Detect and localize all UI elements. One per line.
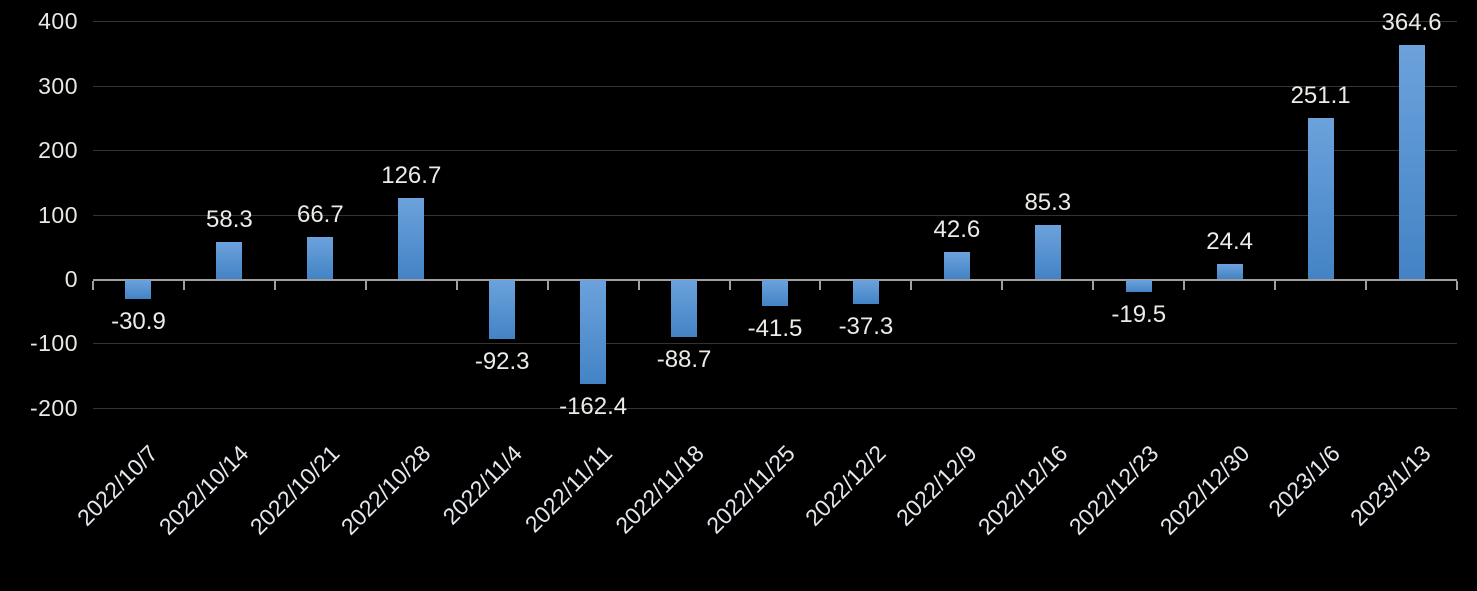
y-axis-tick-label: 300	[38, 72, 78, 99]
bar-value-label: 85.3	[1024, 188, 1072, 216]
bar	[489, 279, 516, 339]
bar	[1307, 117, 1334, 280]
x-axis-tick	[364, 280, 367, 290]
x-axis-tick	[182, 280, 185, 290]
bar	[1034, 224, 1061, 280]
x-axis-category-label: 2022/12/2	[799, 440, 891, 531]
y-axis-tick-label: 0	[64, 266, 78, 292]
bar-value-label: 364.6	[1381, 8, 1442, 36]
bar-value-label: 42.6	[933, 216, 981, 244]
y-gridline	[93, 21, 1457, 23]
bar	[216, 241, 243, 280]
x-axis-tick	[1092, 280, 1095, 290]
y-gridline	[93, 343, 1457, 345]
bar-value-label: 24.4	[1206, 227, 1254, 255]
x-axis-category-label: 2022/10/28	[335, 440, 436, 540]
bar-value-label: 126.7	[381, 161, 442, 189]
x-axis-tick	[1274, 280, 1277, 290]
bar-value-label: -92.3	[474, 347, 530, 375]
bar	[943, 252, 970, 280]
x-axis-category-label: 2022/11/25	[700, 440, 800, 539]
y-gridline	[93, 407, 1457, 409]
bar	[762, 279, 788, 307]
x-axis-tick	[819, 280, 822, 290]
y-axis-tick-label: -200	[29, 394, 78, 421]
bar-value-label: -37.3	[838, 312, 894, 340]
bar-value-label: 251.1	[1290, 81, 1351, 109]
bar-value-label: -41.5	[747, 315, 803, 343]
x-axis-category-label: 2022/12/30	[1154, 440, 1255, 540]
x-axis-category-label: 2023/1/13	[1345, 440, 1436, 531]
x-axis-category-label: 2022/10/7	[72, 440, 163, 531]
x-axis-tick	[910, 280, 913, 290]
y-gridline	[93, 150, 1457, 152]
bar	[1216, 263, 1243, 280]
x-axis-category-label: 2022/11/4	[437, 440, 527, 530]
bar	[852, 279, 879, 304]
x-axis-tick	[1365, 280, 1368, 290]
x-axis-tick	[92, 280, 94, 290]
bar-value-label: -162.4	[559, 393, 628, 421]
bar	[1125, 279, 1152, 293]
x-axis-category-label: 2022/12/23	[1063, 440, 1164, 540]
y-axis-tick-label: 100	[38, 201, 78, 228]
x-axis-tick	[546, 280, 549, 290]
x-axis-category-label: 2022/10/14	[154, 440, 254, 540]
y-axis-tick-label: 400	[38, 8, 78, 35]
x-axis-category-label: 2022/12/9	[890, 440, 982, 531]
y-axis-tick-label: 200	[38, 137, 78, 164]
x-axis-category-label: 2022/11/18	[609, 440, 709, 539]
bar	[398, 197, 425, 280]
bar-value-label: -88.7	[656, 345, 712, 373]
bar-value-label: 58.3	[206, 205, 253, 233]
y-gridline	[93, 214, 1457, 216]
x-axis-tick	[273, 280, 276, 290]
bar	[125, 279, 152, 300]
bar	[1398, 44, 1425, 280]
bar	[671, 279, 698, 337]
x-axis-category-label: 2022/11/11	[520, 440, 618, 538]
x-axis-tick	[728, 280, 731, 290]
y-axis-tick-label: -100	[29, 330, 78, 357]
x-axis-category-label: 2023/1/6	[1263, 440, 1345, 522]
x-axis-tick	[1456, 280, 1458, 290]
x-axis-category-label: 2022/12/16	[972, 440, 1073, 540]
bar	[307, 236, 334, 280]
bar-value-label: -30.9	[111, 308, 166, 336]
bar-value-label: -19.5	[1111, 301, 1167, 329]
bar	[580, 279, 607, 385]
x-axis-tick	[455, 280, 458, 290]
x-axis-tick	[1001, 280, 1004, 290]
x-axis-tick	[1183, 280, 1186, 290]
x-axis-tick	[637, 280, 640, 290]
x-axis-category-label: 2022/10/21	[244, 440, 345, 540]
y-gridline	[93, 85, 1457, 87]
bar-value-label: 66.7	[296, 200, 344, 228]
